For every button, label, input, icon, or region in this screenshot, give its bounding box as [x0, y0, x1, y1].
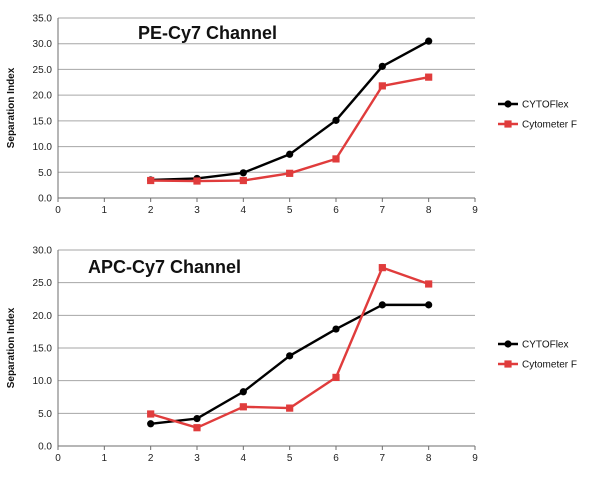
x-tick-label: 9 — [472, 453, 478, 464]
data-point — [286, 169, 294, 177]
x-tick-label: 4 — [241, 453, 247, 464]
y-axis-label: Separation Index — [6, 307, 17, 388]
x-tick-label: 1 — [102, 205, 108, 216]
data-point — [425, 301, 433, 309]
x-tick-label: 7 — [380, 453, 386, 464]
legend-marker — [504, 120, 512, 128]
series-line — [150, 40, 430, 182]
y-tick-label: 30.0 — [33, 246, 53, 257]
y-axis-label: Separation Index — [6, 67, 17, 148]
legend-label: CYTOFlex — [522, 100, 569, 111]
legend-label: Cytometer F — [522, 360, 577, 371]
y-tick-label: 15.0 — [33, 116, 53, 127]
y-tick-label: 0.0 — [38, 442, 52, 453]
x-tick-label: 4 — [241, 205, 247, 216]
x-tick-label: 6 — [333, 453, 339, 464]
data-point — [425, 37, 433, 45]
y-tick-label: 20.0 — [33, 311, 53, 322]
y-tick-label: 10.0 — [33, 142, 53, 153]
x-tick-label: 9 — [472, 205, 478, 216]
data-point — [193, 424, 201, 432]
y-tick-label: 15.0 — [33, 344, 53, 355]
x-tick-label: 5 — [287, 453, 293, 464]
data-point — [286, 352, 294, 360]
data-point — [193, 414, 201, 423]
y-tick-label: 5.0 — [38, 168, 52, 179]
x-tick-label: 2 — [148, 453, 154, 464]
y-tick-label: 5.0 — [38, 409, 52, 420]
x-tick-label: 0 — [55, 453, 61, 464]
data-point — [332, 373, 340, 381]
data-point — [286, 150, 294, 158]
data-point — [239, 176, 247, 185]
data-point — [193, 177, 201, 185]
x-tick-label: 1 — [102, 453, 108, 464]
y-tick-label: 30.0 — [33, 39, 53, 50]
x-tick-label: 6 — [333, 205, 339, 216]
legend-marker — [504, 340, 512, 348]
chart-title: PE-Cy7 Channel — [138, 23, 277, 43]
data-point — [147, 420, 155, 428]
chart-2: 0.0 5.0 10.0 15.0 20.0 25.0 30.0 0 1 2 3 4 5 6 7 8 9 Sepa… — [6, 246, 577, 465]
x-tick-label: 8 — [426, 205, 432, 216]
data-point — [378, 264, 386, 272]
y-tick-label: 25.0 — [33, 65, 53, 76]
legend-label: Cytometer F — [522, 120, 577, 131]
x-tick-label: 8 — [426, 453, 432, 464]
data-point — [147, 176, 155, 185]
y-tick-label: 25.0 — [33, 278, 53, 289]
x-tick-label: 3 — [194, 205, 200, 216]
data-point — [147, 410, 155, 418]
data-point — [286, 404, 294, 412]
y-tick-label: 20.0 — [33, 91, 53, 102]
data-point — [378, 82, 386, 90]
data-point — [239, 403, 247, 411]
x-tick-label: 5 — [287, 205, 293, 216]
data-point — [332, 325, 340, 333]
legend-marker — [504, 100, 512, 108]
data-point — [239, 388, 247, 396]
data-point — [425, 73, 433, 81]
x-tick-label: 2 — [148, 205, 154, 216]
legend-marker — [504, 360, 512, 368]
x-tick-label: 0 — [55, 205, 61, 216]
y-tick-label: 0.0 — [38, 194, 52, 205]
data-point — [332, 155, 340, 163]
chart-title: APC-Cy7 Channel — [88, 257, 241, 277]
chart-1: 0.0 5.0 10.0 15.0 20.0 25.0 30.0 35.0 0 1 2 3 4 5 6 7 8 9… — [6, 14, 577, 217]
data-point — [378, 62, 386, 70]
data-point — [332, 116, 340, 124]
x-tick-label: 3 — [194, 453, 200, 464]
legend-label: CYTOFlex — [522, 340, 569, 351]
data-point — [239, 169, 247, 177]
y-tick-label: 10.0 — [33, 376, 53, 387]
series-line — [150, 75, 429, 183]
x-tick-label: 7 — [380, 205, 386, 216]
y-tick-label: 35.0 — [33, 14, 53, 25]
data-point — [425, 280, 433, 288]
data-point — [378, 301, 386, 309]
